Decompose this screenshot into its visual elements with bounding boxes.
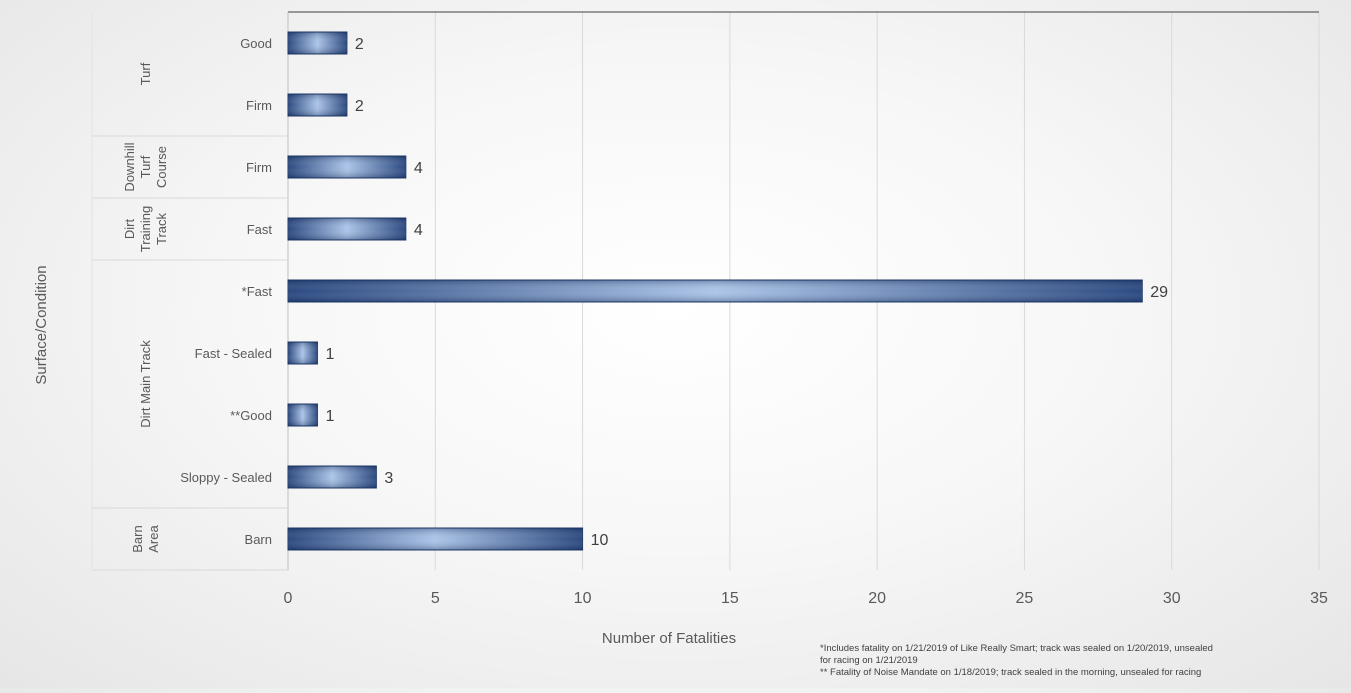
x-tick-label: 35 — [1310, 590, 1328, 607]
data-label: 10 — [591, 532, 609, 549]
group-label: Turf — [138, 62, 153, 85]
category-label: **Good — [230, 408, 272, 423]
data-label: 29 — [1150, 284, 1168, 301]
category-label: Firm — [246, 160, 272, 175]
group-label-line: Dirt Main Track — [138, 340, 153, 428]
x-tick-label: 20 — [868, 590, 886, 607]
bars — [287, 31, 1143, 551]
bar-shade — [288, 218, 406, 240]
data-label: 1 — [325, 346, 334, 363]
group-label-line: Barn — [130, 525, 145, 552]
category-label: Fast - Sealed — [195, 346, 272, 361]
x-tick-label: 30 — [1163, 590, 1181, 607]
data-label: 1 — [325, 408, 334, 425]
x-tick-label: 10 — [574, 590, 592, 607]
x-tick-label: 0 — [284, 590, 293, 607]
group-label: Dirt Training Track — [122, 206, 169, 252]
footnote-2: ** Fatality of Noise Mandate on 1/18/201… — [820, 667, 1202, 678]
labels: 0 5 10 15 20 25 30 35 2 Good 2 Firm 4 Firm 4 Fast 29 *Fas… — [33, 36, 1328, 647]
group-label-line: Turf — [138, 155, 153, 178]
x-axis-title: Number of Fatalities — [602, 630, 736, 647]
bar-shade — [288, 528, 583, 550]
bar-shade — [288, 342, 318, 364]
category-label: Sloppy - Sealed — [180, 470, 272, 485]
data-label: 3 — [384, 470, 393, 487]
category-label: Good — [240, 36, 272, 51]
footnote-1-line-2: for racing on 1/21/2019 — [820, 655, 918, 666]
group-label: Dirt Main Track — [138, 340, 153, 428]
bar-shade — [288, 156, 406, 178]
group-label-line: Training — [138, 206, 153, 252]
group-label: Barn Area — [130, 525, 161, 553]
group-label: Downhill Turf Course — [122, 142, 169, 191]
group-label-line: Turf — [138, 62, 153, 85]
footnotes: *Includes fatality on 1/21/2019 of Like … — [820, 643, 1340, 679]
data-label: 4 — [414, 222, 423, 239]
group-label-line: Downhill — [122, 142, 137, 191]
group-label-line: Area — [146, 525, 161, 553]
x-tick-label: 15 — [721, 590, 739, 607]
category-label: Barn — [245, 532, 272, 547]
bar-shade — [288, 404, 318, 426]
footnote-1-line-1: *Includes fatality on 1/21/2019 of Like … — [820, 643, 1213, 654]
bar-shade — [288, 280, 1143, 302]
group-label-line: Course — [154, 146, 169, 188]
bar-shade — [288, 32, 347, 54]
bar-shade — [288, 466, 377, 488]
group-label-line: Track — [154, 212, 169, 245]
category-label: Fast — [247, 222, 273, 237]
category-label: Firm — [246, 98, 272, 113]
data-label: 2 — [355, 98, 364, 115]
x-tick-label: 25 — [1016, 590, 1034, 607]
category-label: *Fast — [242, 284, 273, 299]
data-label: 2 — [355, 36, 364, 53]
bar-shade — [288, 94, 347, 116]
y-axis-title: Surface/Condition — [33, 265, 50, 384]
group-label-line: Dirt — [122, 219, 137, 240]
data-label: 4 — [414, 160, 423, 177]
x-tick-label: 5 — [431, 590, 440, 607]
